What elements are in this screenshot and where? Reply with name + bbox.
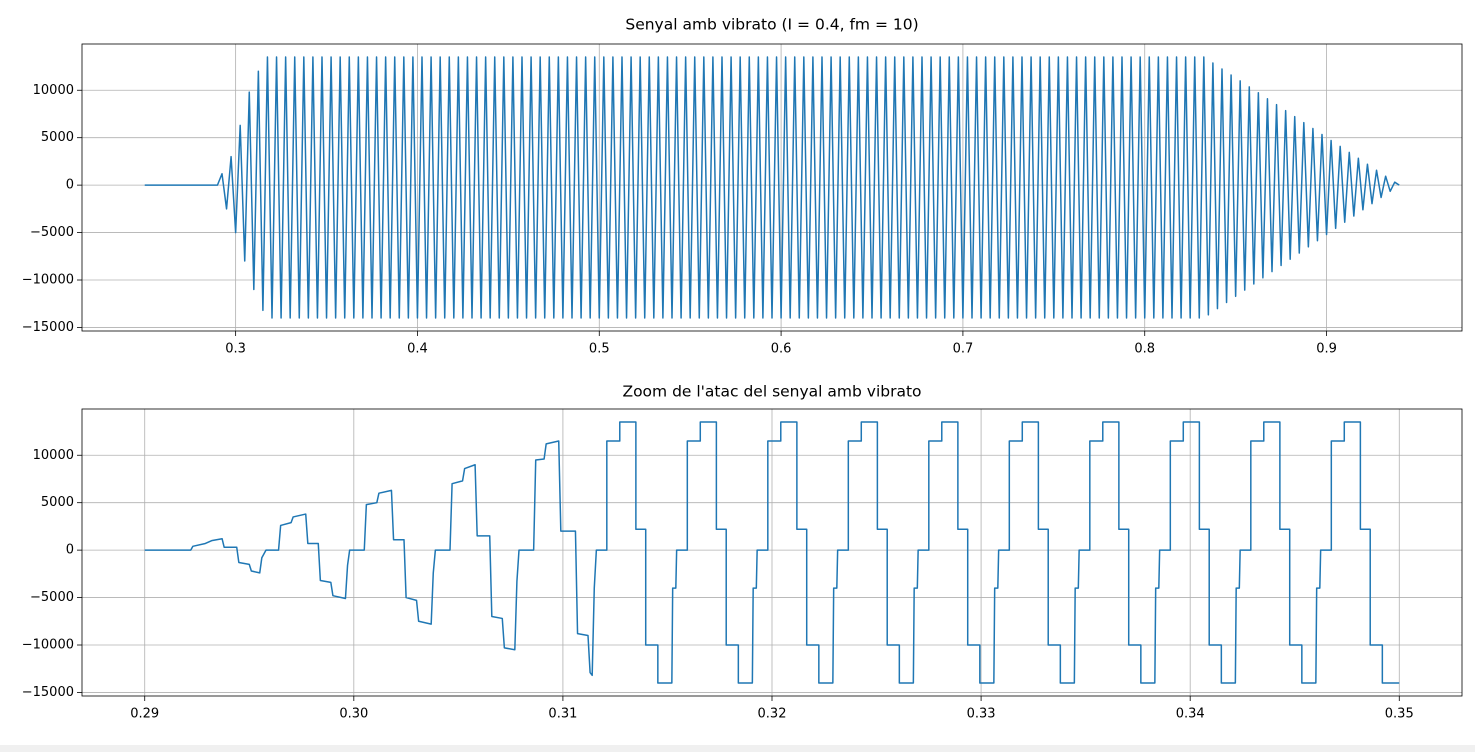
- x-tick-label: 0.29: [130, 707, 159, 722]
- y-tick-label: 0: [66, 543, 74, 558]
- x-tick-label: 0.31: [548, 707, 577, 722]
- x-tick-label: 0.5: [589, 342, 610, 357]
- x-tick-label: 0.35: [1385, 707, 1414, 722]
- x-tick-label: 0.8: [1134, 342, 1155, 357]
- x-tick-label: 0.4: [407, 342, 428, 357]
- axes-frame: [81, 43, 1463, 332]
- y-tick-label: 5000: [41, 130, 74, 145]
- y-tick-label: −10000: [22, 273, 74, 288]
- data-line: [144, 56, 1400, 319]
- chart-title: Zoom de l'atac del senyal amb vibrato: [622, 383, 921, 401]
- x-tick-label: 0.32: [758, 707, 787, 722]
- x-tick-label: 0.9: [1316, 342, 1337, 357]
- y-tick-label: −15000: [22, 320, 74, 335]
- x-tick-label: 0.7: [953, 342, 974, 357]
- y-tick-label: −10000: [22, 638, 74, 653]
- y-tick-label: 5000: [41, 495, 74, 510]
- x-tick-label: 0.3: [225, 342, 246, 357]
- x-tick-label: 0.33: [967, 707, 996, 722]
- x-tick-label: 0.6: [771, 342, 792, 357]
- x-tick-label: 0.34: [1176, 707, 1205, 722]
- bottom-strip: [0, 745, 1475, 752]
- y-tick-label: 10000: [33, 83, 74, 98]
- chart-title: Senyal amb vibrato (I = 0.4, fm = 10): [625, 16, 918, 34]
- y-tick-label: 0: [66, 178, 74, 193]
- y-tick-label: −5000: [30, 225, 74, 240]
- axes-frame: [81, 408, 1463, 697]
- y-tick-label: −5000: [30, 590, 74, 605]
- y-tick-label: −15000: [22, 685, 74, 700]
- y-tick-label: 10000: [33, 448, 74, 463]
- data-line: [144, 421, 1400, 684]
- x-tick-label: 0.30: [339, 707, 368, 722]
